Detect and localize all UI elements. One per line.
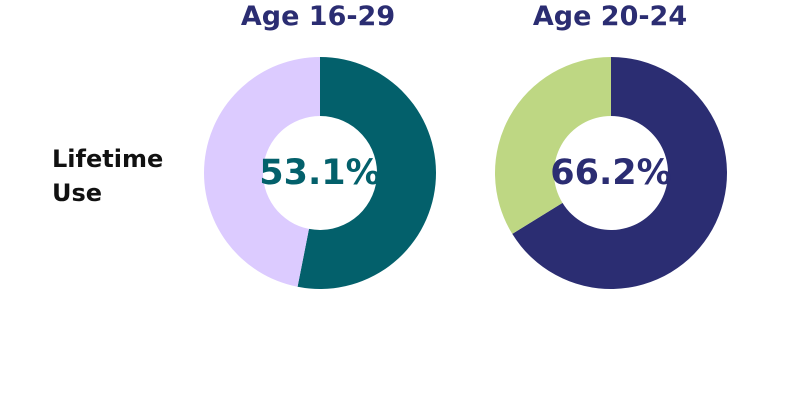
slice-rest — [495, 57, 611, 234]
slice-value — [512, 57, 727, 289]
row-label-line-1: Lifetime — [52, 145, 164, 173]
center-value-label: 66.2% — [550, 153, 671, 193]
donut-chart-age-20-24: 66.2% — [495, 57, 727, 289]
chart-title-age-16-29: Age 16-29 — [240, 1, 396, 32]
slice-rest — [203, 57, 320, 287]
row-label: Lifetime Use — [52, 142, 163, 210]
row-label-line-2: Use — [52, 179, 103, 207]
slice-value — [297, 57, 436, 289]
chart-title-age-20-24: Age 20-24 — [532, 1, 688, 32]
center-value-label: 53.1% — [259, 153, 380, 193]
donut-chart-age-16-29: 53.1% — [203, 57, 436, 289]
